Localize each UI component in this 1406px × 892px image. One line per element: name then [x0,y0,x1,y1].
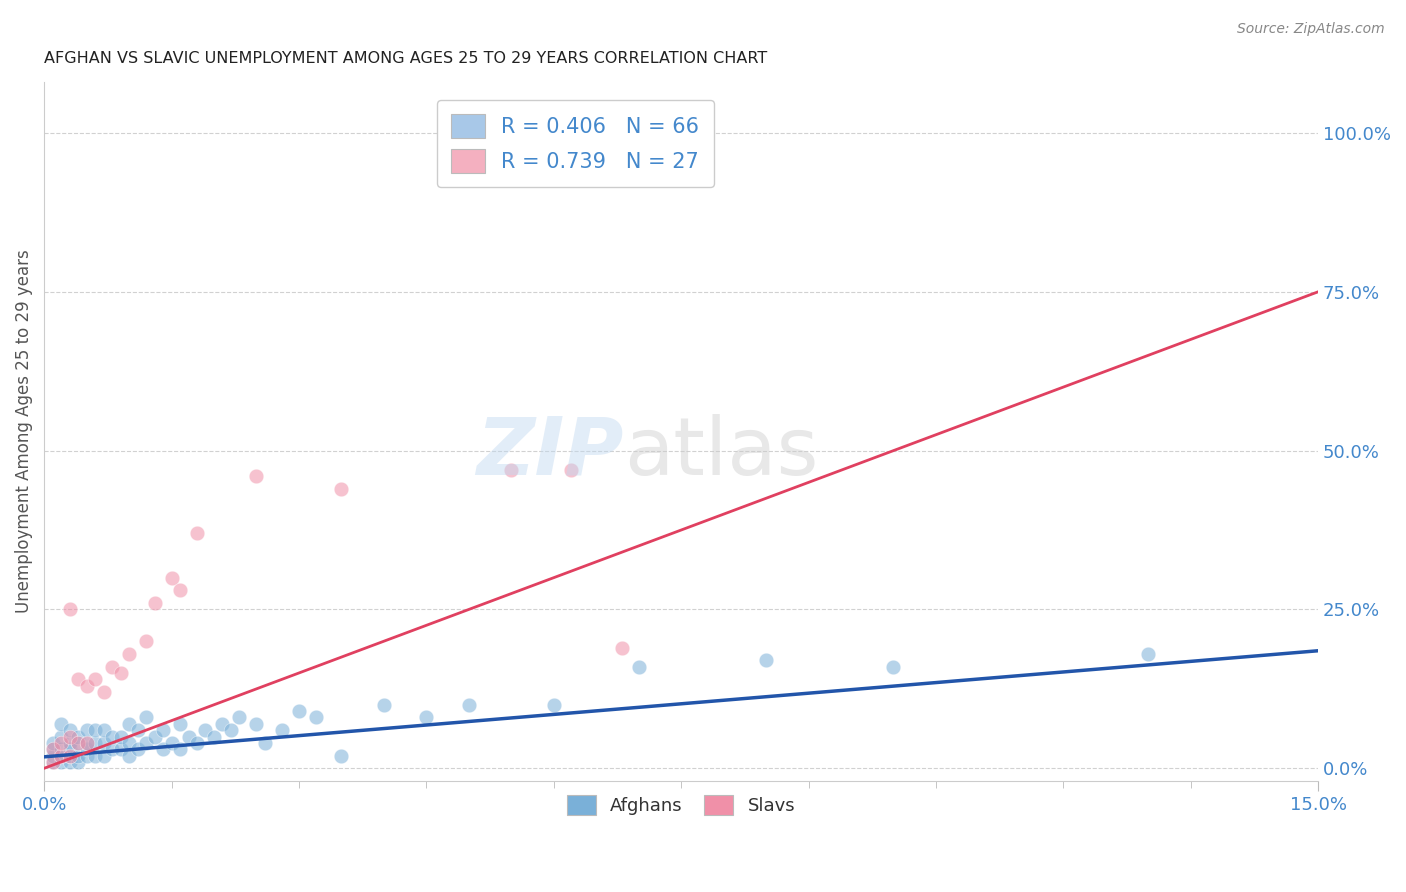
Point [58,730,80,744]
Point [169,716,191,731]
Point [543,698,565,712]
Point [41,755,63,769]
Point [49,748,72,763]
Point [186,736,208,750]
Point [93,685,115,699]
Point [330,748,353,763]
Point [49,748,72,763]
Point [58,723,80,738]
Point [110,730,132,744]
Point [84,748,107,763]
Point [49,716,72,731]
Point [49,730,72,744]
Point [169,583,191,598]
Point [110,665,132,680]
Point [1137,647,1160,661]
Point [93,736,115,750]
Point [253,736,276,750]
Point [76,748,98,763]
Point [160,571,183,585]
Point [58,748,80,763]
Point [373,698,395,712]
Point [58,736,80,750]
Point [143,730,166,744]
Point [67,673,90,687]
Point [219,723,242,738]
Point [41,742,63,756]
Point [118,748,141,763]
Text: atlas: atlas [624,414,818,491]
Point [271,723,294,738]
Point [194,723,217,738]
Point [118,716,141,731]
Point [67,736,90,750]
Point [118,736,141,750]
Point [118,647,141,661]
Point [101,659,124,673]
Point [160,736,183,750]
Point [245,469,267,483]
Point [135,710,157,724]
Point [627,659,650,673]
Point [560,463,582,477]
Point [457,698,479,712]
Point [101,742,124,756]
Point [755,653,778,667]
Point [228,710,250,724]
Point [415,710,437,724]
Point [202,730,225,744]
Point [127,742,149,756]
Point [84,723,107,738]
Point [58,748,80,763]
Point [76,723,98,738]
Point [644,126,666,140]
Text: AFGHAN VS SLAVIC UNEMPLOYMENT AMONG AGES 25 TO 29 YEARS CORRELATION CHART: AFGHAN VS SLAVIC UNEMPLOYMENT AMONG AGES… [44,51,768,66]
Point [186,526,208,541]
Point [245,716,267,731]
Point [58,755,80,769]
Point [41,736,63,750]
Point [49,755,72,769]
Legend: Afghans, Slavs: Afghans, Slavs [558,786,804,824]
Point [135,736,157,750]
Point [135,634,157,648]
Point [882,659,904,673]
Point [143,596,166,610]
Point [305,710,328,724]
Point [84,673,107,687]
Point [41,742,63,756]
Point [211,716,233,731]
Point [76,679,98,693]
Point [58,602,80,616]
Point [501,463,523,477]
Point [84,736,107,750]
Point [76,736,98,750]
Point [110,742,132,756]
Point [67,736,90,750]
Point [49,736,72,750]
Point [67,755,90,769]
Point [41,755,63,769]
Point [49,742,72,756]
Point [58,742,80,756]
Point [76,736,98,750]
Point [177,730,200,744]
Y-axis label: Unemployment Among Ages 25 to 29 years: Unemployment Among Ages 25 to 29 years [15,250,32,614]
Point [67,748,90,763]
Text: Source: ZipAtlas.com: Source: ZipAtlas.com [1237,22,1385,37]
Point [41,748,63,763]
Point [152,723,174,738]
Point [93,748,115,763]
Point [610,640,633,655]
Point [93,723,115,738]
Point [76,742,98,756]
Point [169,742,191,756]
Point [330,482,353,496]
Point [288,704,311,718]
Text: ZIP: ZIP [477,414,624,491]
Point [101,730,124,744]
Point [152,742,174,756]
Point [67,730,90,744]
Point [127,723,149,738]
